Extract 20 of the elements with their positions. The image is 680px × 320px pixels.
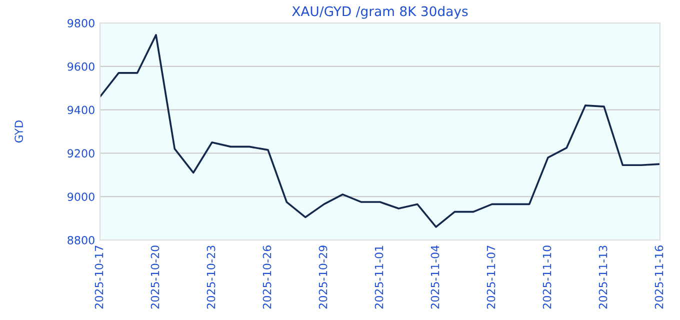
- line-series: [100, 34, 660, 228]
- x-tick-label: 2025-11-16: [654, 246, 664, 309]
- y-tick-label: 9000: [68, 192, 94, 201]
- y-tick-label: 8800: [68, 236, 94, 244]
- x-tick-label: 2025-10-26: [262, 246, 272, 309]
- y-axis-title: GYD: [14, 120, 24, 143]
- x-tick-label: 2025-11-07: [486, 246, 496, 309]
- x-tick-label: 2025-11-01: [374, 246, 384, 309]
- chart-title: XAU/GYD /gram 8K 30days: [292, 6, 468, 19]
- y-tick-label: 9400: [68, 106, 94, 114]
- y-tick-label: 9800: [68, 18, 94, 28]
- x-tick-label: 2025-10-23: [206, 246, 216, 309]
- y-tick-label: 9200: [68, 149, 94, 158]
- x-tick-label: 2025-11-10: [542, 246, 552, 309]
- x-tick-label: 2025-10-29: [318, 246, 328, 309]
- y-tick-label: 9600: [68, 62, 94, 71]
- x-tick-label: 2025-10-20: [150, 246, 160, 309]
- x-tick-label: 2025-10-17: [94, 246, 104, 309]
- x-tick-label: 2025-11-13: [598, 246, 608, 309]
- x-tick-label: 2025-11-04: [430, 245, 440, 309]
